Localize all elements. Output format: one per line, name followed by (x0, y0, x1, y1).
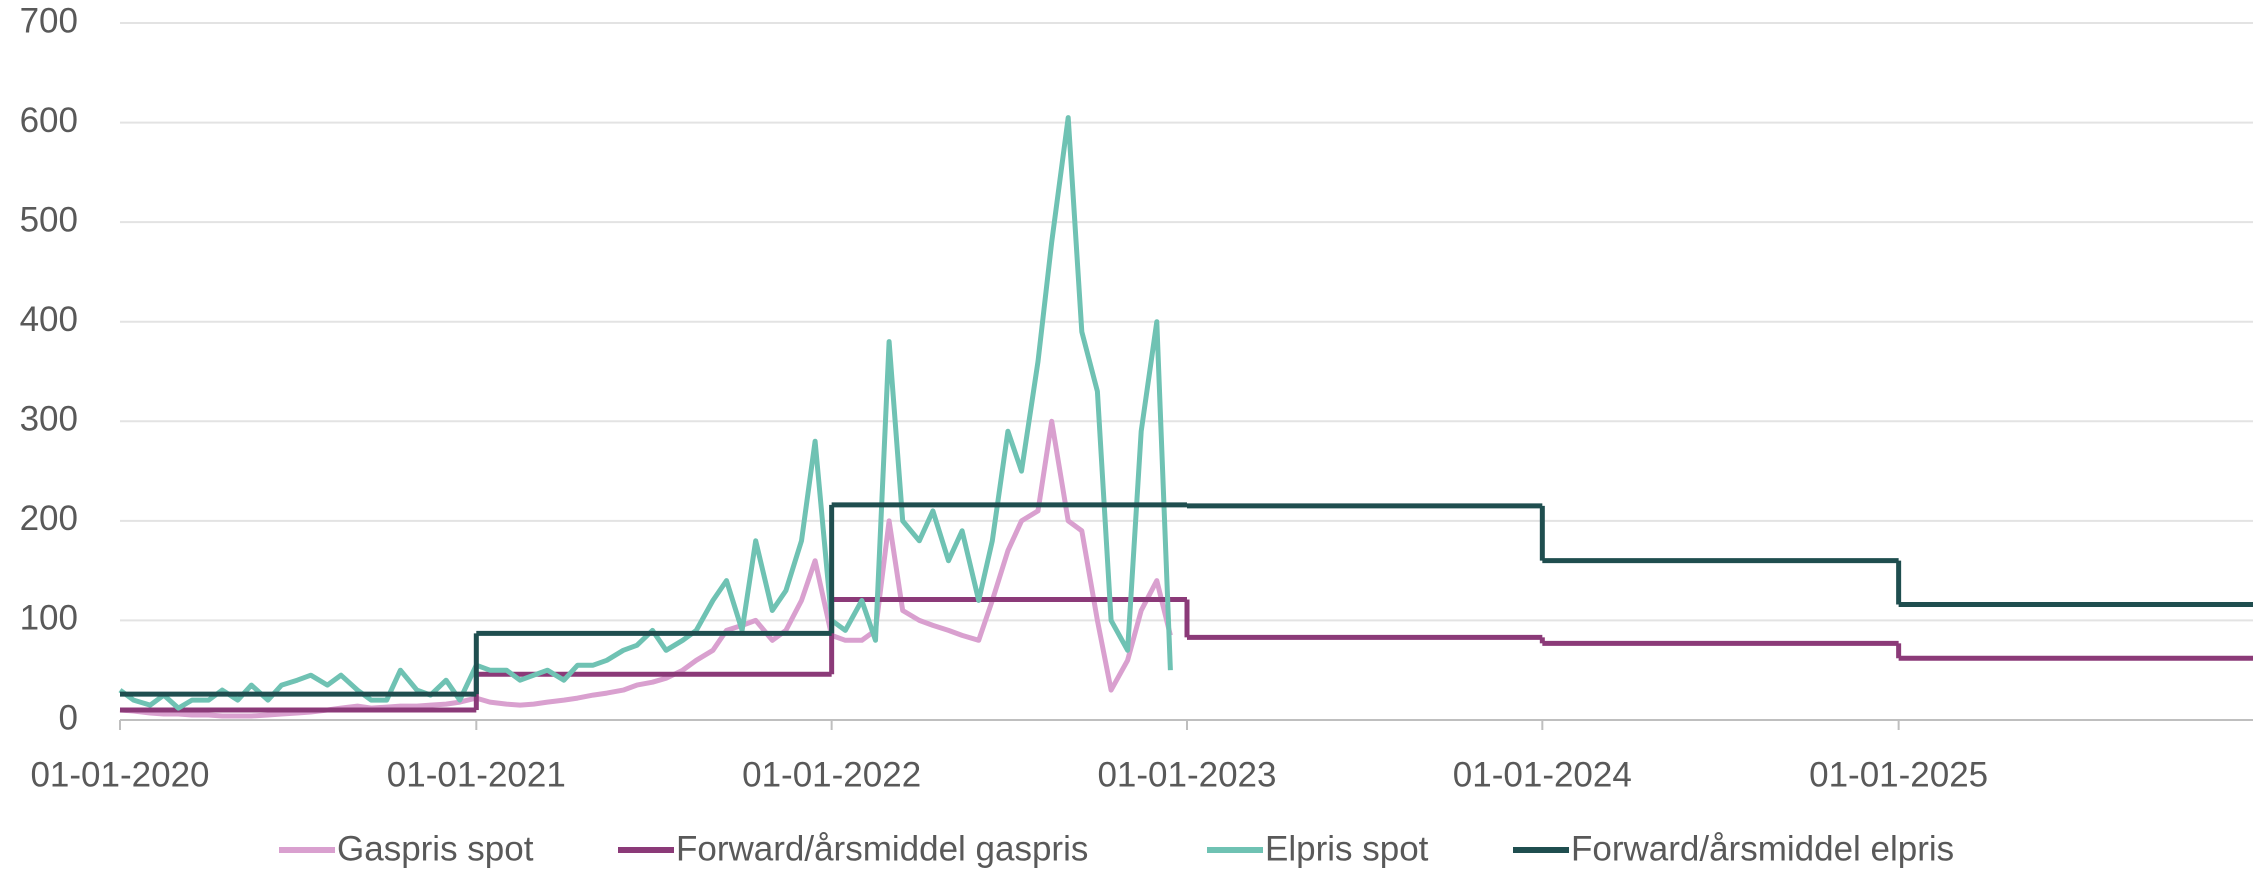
y-tick-label: 700 (20, 1, 78, 40)
y-tick-label: 300 (20, 400, 78, 439)
y-tick-label: 0 (59, 698, 78, 737)
y-tick-label: 100 (20, 599, 78, 638)
x-tick-label: 01-01-2021 (387, 755, 566, 794)
x-tick-label: 01-01-2025 (1809, 755, 1988, 794)
x-tick-label: 01-01-2023 (1097, 755, 1276, 794)
x-tick-label: 01-01-2022 (742, 755, 921, 794)
y-tick-label: 200 (20, 499, 78, 538)
y-tick-label: 400 (20, 300, 78, 339)
legend-label: Forward/årsmiddel gaspris (676, 829, 1088, 868)
y-tick-label: 600 (20, 101, 78, 140)
legend-label: Forward/årsmiddel elpris (1571, 829, 1954, 868)
line-series (119, 418, 1173, 719)
legend-label: Elpris spot (1265, 829, 1429, 868)
y-tick-label: 500 (20, 200, 78, 239)
x-tick-label: 01-01-2024 (1453, 755, 1632, 794)
legend-label: Gaspris spot (337, 829, 534, 868)
line-series (118, 115, 1173, 711)
x-tick-label: 01-01-2020 (30, 755, 209, 794)
